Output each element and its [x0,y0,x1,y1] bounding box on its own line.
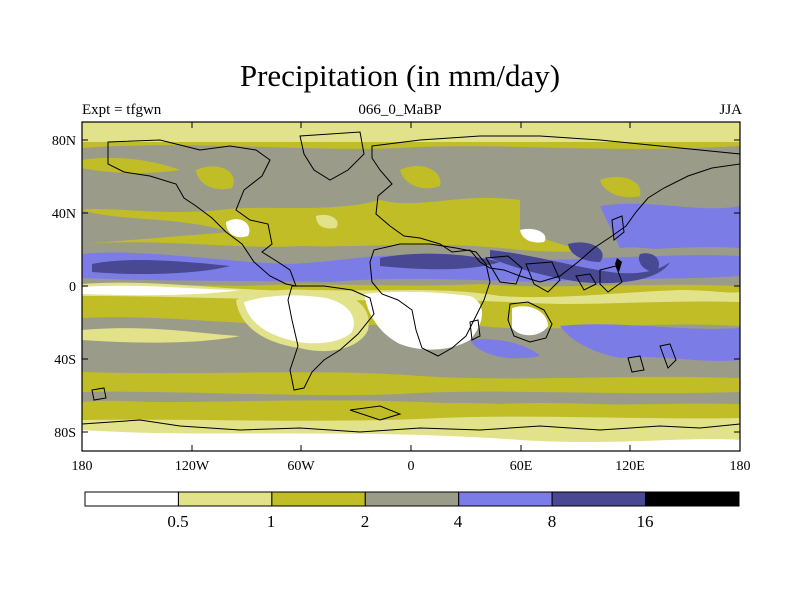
x-tick-label: 60W [287,459,315,474]
precipitation-field [82,122,740,451]
colorbar-labels: 0.5 1 2 4 8 16 [167,512,653,531]
y-tick-label: 0 [69,280,76,295]
y-axis-ticks [82,139,740,433]
y-tick-label: 40S [54,353,76,368]
season-label: JJA [719,102,742,118]
colorbar-box [177,491,273,507]
x-tick-label: 60E [510,459,533,474]
colorbar-level-label: 0.5 [167,512,188,531]
colorbar-box [364,491,460,507]
x-axis-ticks [81,122,741,451]
colorbar-box [84,491,179,507]
colorbar-box [645,491,740,507]
x-tick-label: 180 [72,459,93,474]
colorbar-level-label: 8 [548,512,557,531]
x-tick-label: 180 [730,459,751,474]
colorbar-level-label: 16 [637,512,654,531]
time-label: 066_0_MaBP [358,102,442,118]
experiment-label: Expt = tfgwn [82,102,162,118]
colorbar-box [458,491,553,507]
colorbar-level-label: 4 [454,512,463,531]
x-tick-label: 120E [615,459,645,474]
coastlines [81,131,741,433]
colorbar-level-label: 2 [361,512,370,531]
colorbar-box [551,491,647,507]
colorbar [84,491,740,507]
y-tick-label: 80S [54,426,76,441]
x-tick-label: 0 [408,459,415,474]
map-title: Precipitation (in mm/day) [239,58,561,93]
colorbar-box [271,491,366,507]
x-tick-label: 120W [175,459,210,474]
y-tick-label: 80N [52,134,76,149]
colorbar-level-label: 1 [267,512,276,531]
y-tick-label: 40N [52,207,76,222]
